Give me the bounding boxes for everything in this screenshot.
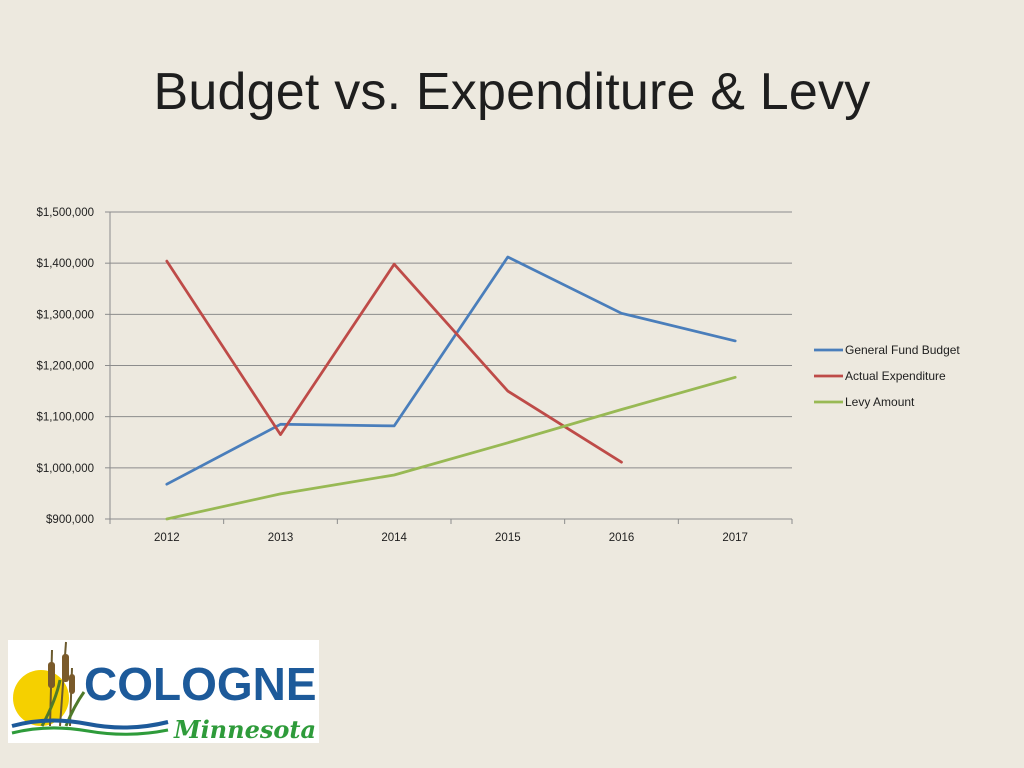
logo-wordmark: COLOGNE <box>84 658 317 710</box>
wave-icon <box>11 718 169 736</box>
y-tick-label: $1,000,000 <box>36 463 94 475</box>
y-tick-label: $1,400,000 <box>36 258 94 270</box>
series-lines <box>165 255 737 521</box>
gridlines <box>110 211 792 469</box>
series-line-levy-amount <box>165 375 737 521</box>
cologne-minnesota-logo: COLOGNE Minnesota <box>8 640 319 743</box>
x-tick-label: 2016 <box>609 532 635 544</box>
series-line-general-fund-budget <box>165 255 737 486</box>
legend-label-general-fund-budget: General Fund Budget <box>845 343 960 357</box>
logo-graphic: COLOGNE Minnesota <box>11 641 317 743</box>
x-tick-label: 2017 <box>722 532 748 544</box>
axes <box>105 211 793 524</box>
slide-title: Budget vs. Expenditure & Levy <box>153 63 871 121</box>
x-tick-label: 2015 <box>495 532 521 544</box>
y-tick-labels: $900,000 $1,000,000 $1,100,000 $1,200,000 $1… <box>36 207 94 526</box>
y-tick-label: $900,000 <box>46 514 94 526</box>
x-tick-label: 2013 <box>268 532 294 544</box>
y-tick-label: $1,300,000 <box>36 309 94 321</box>
x-tick-labels: 2012 2013 2014 2015 2016 2017 <box>154 532 748 544</box>
legend-label-actual-expenditure: Actual Expenditure <box>845 369 946 383</box>
x-tick-label: 2014 <box>381 532 407 544</box>
series-line-actual-expenditure <box>165 259 623 464</box>
legend-label-levy-amount: Levy Amount <box>845 395 915 409</box>
logo-subtitle: Minnesota <box>173 715 316 743</box>
x-tick-label: 2012 <box>154 532 180 544</box>
y-tick-label: $1,100,000 <box>36 412 94 424</box>
legend: General Fund Budget Actual Expenditure Lev… <box>814 343 960 409</box>
line-chart: $900,000 $1,000,000 $1,100,000 $1,200,000 $1… <box>36 207 960 544</box>
y-tick-label: $1,200,000 <box>36 361 94 373</box>
y-tick-label: $1,500,000 <box>36 207 94 219</box>
